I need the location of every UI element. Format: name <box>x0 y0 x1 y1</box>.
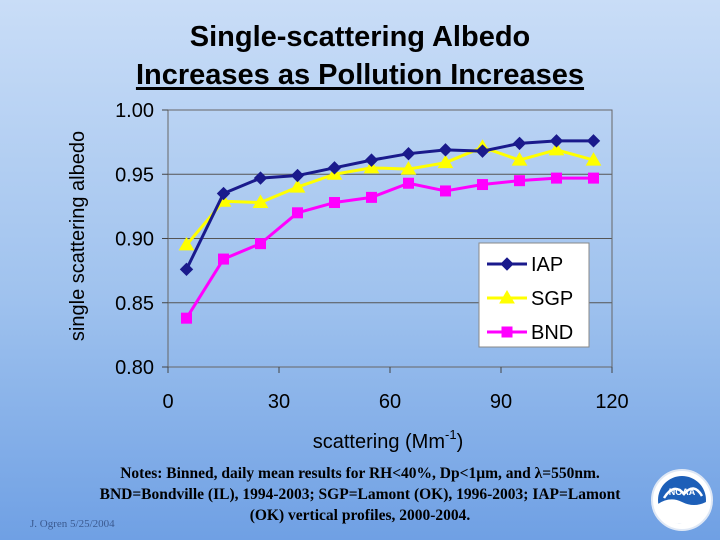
data-point-bnd <box>218 253 229 265</box>
data-point-iap <box>216 186 231 201</box>
data-point-iap <box>475 144 490 158</box>
data-point-sgp <box>437 154 454 169</box>
data-point-iap <box>586 134 601 148</box>
data-point-iap <box>401 146 416 161</box>
data-point-bnd <box>440 185 451 197</box>
author-credit: J. Ogren 5/25/2004 <box>30 518 115 530</box>
legend-label: BND <box>531 322 573 344</box>
slide-title-line2-text: Increases as Pollution Increases <box>135 59 585 91</box>
x-ticks: 0 30 60 90 120 <box>162 367 629 413</box>
data-point-iap <box>438 143 453 157</box>
data-point-sgp <box>178 236 195 251</box>
series-line-sgp <box>185 145 594 246</box>
data-point-bnd <box>403 177 414 189</box>
legend-swatch-marker <box>501 326 513 338</box>
data-point-bnd <box>477 179 488 191</box>
data-point-sgp <box>289 179 306 193</box>
legend-swatch-marker <box>499 290 515 304</box>
legend-item-sgp: SGP <box>487 288 573 310</box>
series-line-bnd <box>185 176 594 319</box>
data-point-iap <box>290 168 305 183</box>
legend-item-iap: IAP <box>487 254 563 276</box>
data-point-sgp <box>511 152 528 166</box>
x-tick-label: 120 <box>595 391 628 413</box>
data-point-bnd <box>329 197 340 209</box>
y-tick-label: 0.80 <box>115 357 154 379</box>
data-point-iap <box>549 134 564 148</box>
noaa-logo: NOAA <box>651 469 713 531</box>
x-tick-label: 90 <box>490 391 512 413</box>
y-tick-label: 1.00 <box>115 100 154 122</box>
data-point-bnd <box>366 191 377 203</box>
data-point-sgp <box>252 194 269 209</box>
noaa-logo-text: NOAA <box>669 487 696 497</box>
data-point-iap <box>512 136 527 151</box>
legend-swatch-marker <box>500 257 514 271</box>
x-tick-label: 60 <box>379 391 401 413</box>
data-point-bnd <box>514 175 525 187</box>
data-point-sgp <box>363 159 380 174</box>
data-point-iap <box>253 171 268 185</box>
data-point-bnd <box>292 207 303 219</box>
data-point-bnd <box>181 312 192 324</box>
series-layer <box>178 134 602 324</box>
series-iap <box>179 134 601 277</box>
data-point-bnd <box>255 238 266 250</box>
notes-line3: (OK) vertical profiles, 2000-2004. <box>249 507 471 524</box>
y-ticks: 0.80 0.85 0.90 0.95 1.00 <box>115 100 168 379</box>
y-tick-label: 0.90 <box>115 229 154 251</box>
notes-line2: BND=Bondville (IL), 1994-2003; SGP=Lamon… <box>99 486 621 503</box>
data-point-iap <box>327 161 342 175</box>
slide-title-line1: Single-scattering Albedo <box>189 21 531 53</box>
x-axis-label-text: scattering (Mm <box>313 431 445 453</box>
slide-title-line2: Increases as Pollution Increases <box>0 58 720 92</box>
series-bnd <box>181 172 599 324</box>
legend-label: SGP <box>531 288 573 310</box>
y-tick-label: 0.95 <box>115 164 154 186</box>
y-axis-label: single scattering albedo <box>67 131 89 341</box>
data-point-iap <box>364 153 379 167</box>
legend-label: IAP <box>531 254 563 276</box>
data-point-iap <box>179 262 194 277</box>
notes-line1: Notes: Binned, daily mean results for RH… <box>120 465 600 482</box>
data-point-bnd <box>551 172 562 184</box>
x-axis-label-superscript: -1 <box>445 427 457 442</box>
y-tick-label: 0.85 <box>115 293 154 315</box>
legend-item-bnd: BND <box>487 322 573 344</box>
data-point-sgp <box>585 152 602 166</box>
data-point-sgp <box>400 161 417 175</box>
x-tick-label: 0 <box>162 391 173 413</box>
x-axis-label-close: ) <box>457 431 464 453</box>
x-axis-label: scattering (Mm-1) <box>313 427 463 453</box>
data-point-bnd <box>588 172 599 184</box>
data-point-sgp <box>548 141 565 156</box>
legend: IAP SGP BND <box>478 242 590 348</box>
legend-box <box>478 242 590 348</box>
x-tick-label: 30 <box>268 391 290 413</box>
notes: Notes: Binned, daily mean results for RH… <box>40 463 680 526</box>
